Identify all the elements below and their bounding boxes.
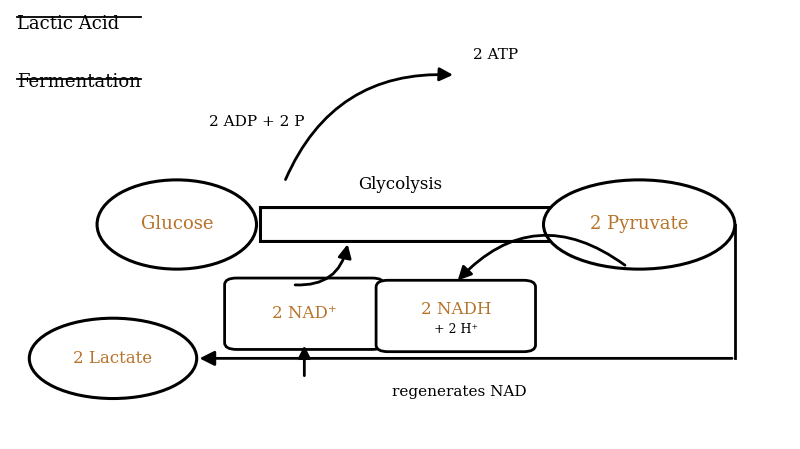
Text: 2 Lactate: 2 Lactate — [74, 350, 153, 367]
Text: + 2 H⁺: + 2 H⁺ — [434, 323, 478, 336]
Text: 2 ADP + 2 P: 2 ADP + 2 P — [209, 115, 304, 129]
Text: regenerates NAD: regenerates NAD — [393, 385, 527, 399]
Ellipse shape — [30, 318, 197, 399]
Text: 2 Pyruvate: 2 Pyruvate — [590, 216, 688, 233]
Ellipse shape — [97, 180, 257, 269]
Ellipse shape — [543, 180, 735, 269]
Text: 2 ATP: 2 ATP — [473, 48, 518, 62]
FancyBboxPatch shape — [225, 278, 384, 349]
Text: 2 NADH: 2 NADH — [421, 301, 491, 318]
Text: 2 NAD⁺: 2 NAD⁺ — [272, 305, 337, 322]
Text: Glucose: Glucose — [141, 216, 213, 233]
FancyBboxPatch shape — [376, 280, 535, 352]
Text: Lactic Acid: Lactic Acid — [18, 15, 119, 33]
Polygon shape — [261, 195, 595, 254]
Text: Glycolysis: Glycolysis — [358, 176, 442, 193]
Text: Fermentation: Fermentation — [18, 73, 142, 91]
